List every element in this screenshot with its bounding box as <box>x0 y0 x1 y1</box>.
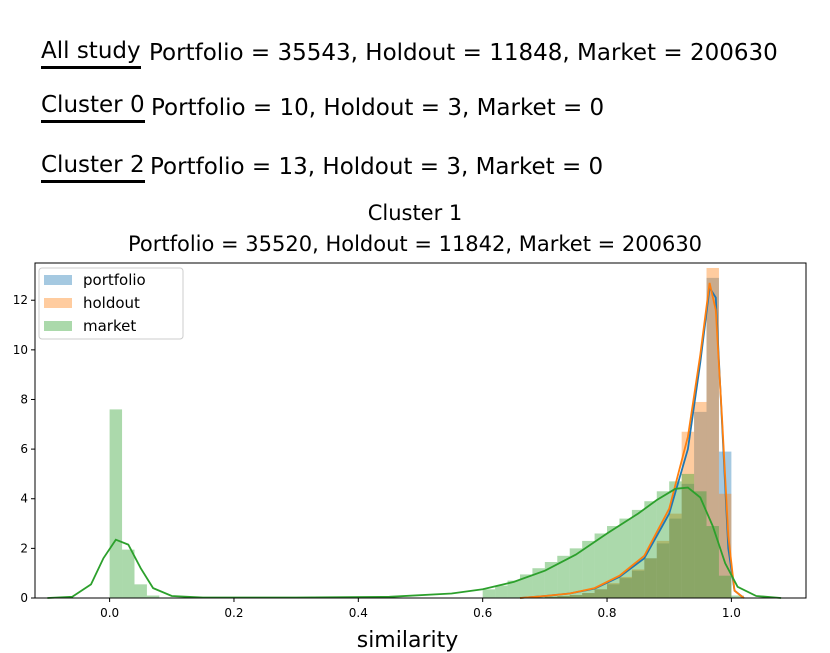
histogram-bar-market <box>656 491 670 598</box>
legend-swatch-market <box>44 321 72 331</box>
histogram-bar-market <box>532 568 545 598</box>
histogram-bar-portfolio <box>644 558 657 598</box>
histogram-bar-market <box>582 540 595 598</box>
summary-row-all-study: All study <box>41 38 141 69</box>
summary-row-cluster-0: Cluster 0 <box>41 92 145 123</box>
histogram-bar-holdout <box>656 540 670 598</box>
histogram-bar-market <box>507 580 520 598</box>
histogram-bar-market <box>109 409 123 598</box>
histogram-bar-holdout <box>706 267 719 598</box>
histogram-bar-portfolio <box>619 578 632 598</box>
histogram-bar-market <box>544 562 558 598</box>
y-tick-label: 10 <box>13 343 28 357</box>
y-tick-label: 12 <box>13 293 28 307</box>
legend-label-holdout: holdout <box>83 294 140 312</box>
x-axis-label: similarity <box>357 628 459 653</box>
histogram-bar-market <box>482 589 496 598</box>
summary-tag: All study <box>41 38 141 69</box>
histogram-bar-portfolio <box>607 584 620 598</box>
kde-line-holdout <box>519 282 745 599</box>
histogram-bar-market <box>706 526 719 598</box>
histogram-bar-portfolio <box>594 589 608 598</box>
histogram-bar-market <box>557 555 570 598</box>
summary-tag: Cluster 2 <box>41 152 145 183</box>
histogram-bar-portfolio <box>681 483 695 598</box>
histogram-bar-market <box>146 595 160 598</box>
histogram-bar-portfolio <box>669 518 682 598</box>
x-tick-label: 0.2 <box>224 606 243 620</box>
histogram-bar-market <box>607 526 620 598</box>
legend-box <box>38 267 184 340</box>
histogram-bar-portfolio <box>544 596 558 598</box>
histogram-bar-market <box>681 473 695 598</box>
x-tick-label: 0.0 <box>100 606 119 620</box>
kde-line-market <box>47 486 782 599</box>
legend-label-portfolio: portfolio <box>83 271 146 289</box>
y-tick-label: 4 <box>20 492 28 506</box>
histogram-bar-portfolio <box>631 570 645 598</box>
histogram-bar-portfolio <box>718 451 732 598</box>
x-tick-label: 0.8 <box>597 606 616 620</box>
histogram-bar-holdout <box>594 589 608 598</box>
chart-title: Cluster 1 <box>367 201 463 225</box>
histogram-bar-market <box>644 501 657 598</box>
x-tick-label: 0.4 <box>349 606 368 620</box>
summary-text: Portfolio = 10, Holdout = 3, Market = 0 <box>151 95 605 121</box>
histogram-bar-holdout <box>582 593 595 598</box>
histogram-bar-holdout <box>544 596 558 598</box>
x-tick-label: 1.0 <box>722 606 741 620</box>
histogram-bar-portfolio <box>557 596 570 598</box>
histogram-bar-holdout <box>569 595 583 598</box>
histogram-bar-market <box>669 481 682 598</box>
histogram-bar-holdout <box>557 596 570 598</box>
summary-text: Portfolio = 13, Holdout = 3, Market = 0 <box>150 154 604 180</box>
histogram-bar-market <box>134 584 147 598</box>
histogram-bar-portfolio <box>582 593 595 598</box>
chart-subtitle: Portfolio = 35520, Holdout = 11842, Mark… <box>127 232 703 256</box>
legend-swatch-holdout <box>44 298 72 308</box>
y-tick-label: 6 <box>20 442 28 456</box>
y-tick-label: 0 <box>20 591 28 605</box>
histogram-bar-portfolio <box>569 595 583 598</box>
histogram-bar-market <box>495 585 508 598</box>
axes-frame <box>34 262 807 599</box>
histogram-bar-market <box>594 533 608 598</box>
histogram-bar-market <box>694 491 707 598</box>
legend-swatch-portfolio <box>44 275 72 285</box>
histogram-bar-portfolio <box>656 543 670 598</box>
y-tick-label: 2 <box>20 541 28 555</box>
histogram-bar-market <box>731 595 744 598</box>
histogram-bar-market <box>619 518 632 598</box>
histogram-bar-holdout <box>619 576 632 598</box>
histogram-bar-market <box>569 548 583 598</box>
y-tick-label: 8 <box>20 392 28 406</box>
histogram-bar-market <box>519 574 533 598</box>
summary-text: Portfolio = 35543, Holdout = 11848, Mark… <box>149 40 778 66</box>
histogram-bar-holdout <box>631 569 645 598</box>
legend-label-market: market <box>83 317 136 335</box>
histogram-bar-holdout <box>607 583 620 598</box>
histogram-bar-holdout <box>669 513 682 598</box>
histogram-bar-market <box>631 509 645 598</box>
histogram-bar-market <box>718 575 732 598</box>
histogram-bar-holdout <box>694 401 707 598</box>
summary-tag: Cluster 0 <box>41 92 145 123</box>
x-tick-label: 0.6 <box>473 606 492 620</box>
histogram-bar-market <box>122 549 135 598</box>
histogram-bar-holdout <box>644 558 657 598</box>
histogram-bar-holdout <box>681 431 695 598</box>
histogram-bar-portfolio <box>694 411 707 598</box>
summary-row-cluster-2: Cluster 2 <box>41 152 145 183</box>
